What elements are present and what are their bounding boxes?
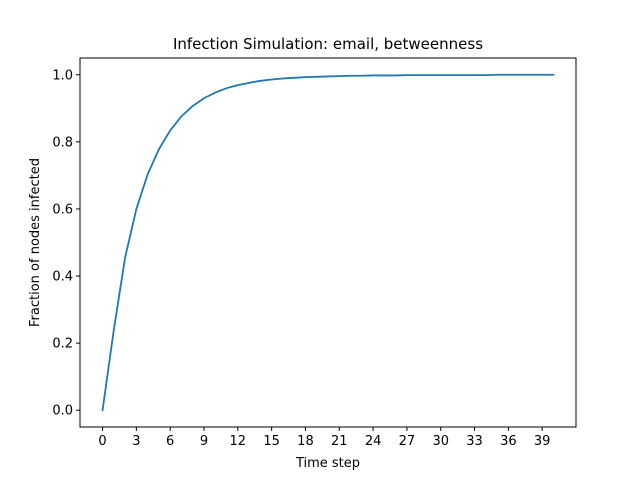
x-tick-label: 0	[98, 434, 106, 449]
x-tick-label: 30	[432, 434, 449, 449]
y-axis-label: Fraction of nodes infected	[28, 158, 43, 327]
plot-area: 0 3 6 9 12 15 18 21 24 27 30 33 36 39 0.00.20.40.60.8…	[52, 57, 577, 449]
x-tick-label: 6	[166, 434, 174, 449]
y-tick-label: 1.0	[52, 68, 73, 83]
x-tick-label: 3	[132, 434, 140, 449]
x-tick-label: 27	[399, 434, 416, 449]
series-layer	[101, 73, 555, 412]
series-line	[101, 73, 555, 412]
axes-frame	[79, 57, 577, 428]
x-tick-label: 18	[297, 434, 314, 449]
x-tick-label: 33	[466, 434, 483, 449]
x-tick-label: 21	[331, 434, 348, 449]
y-tick-label: 0.6	[52, 202, 73, 217]
x-tick-label: 24	[365, 434, 382, 449]
x-tick-label: 36	[500, 434, 517, 449]
x-axis-label: Time step	[295, 456, 360, 471]
x-tick-label: 9	[200, 434, 208, 449]
y-tick-label: 0.2	[52, 337, 73, 352]
x-tick-label: 12	[230, 434, 247, 449]
y-axis-ticks: 0.0 0.2 0.4 0.6 0.8 1.0	[52, 68, 80, 419]
x-tick-label: 39	[534, 434, 551, 449]
chart-title: Infection Simulation: email, betweenness	[173, 35, 483, 53]
x-axis-ticks: 0 3 6 9 12 15 18 21 24 27 30 33 36 39	[98, 427, 550, 449]
x-tick-label: 15	[263, 434, 280, 449]
y-tick-label: 0.0	[52, 404, 73, 419]
y-tick-label: 0.4	[52, 270, 73, 285]
y-tick-label: 0.8	[52, 135, 73, 150]
